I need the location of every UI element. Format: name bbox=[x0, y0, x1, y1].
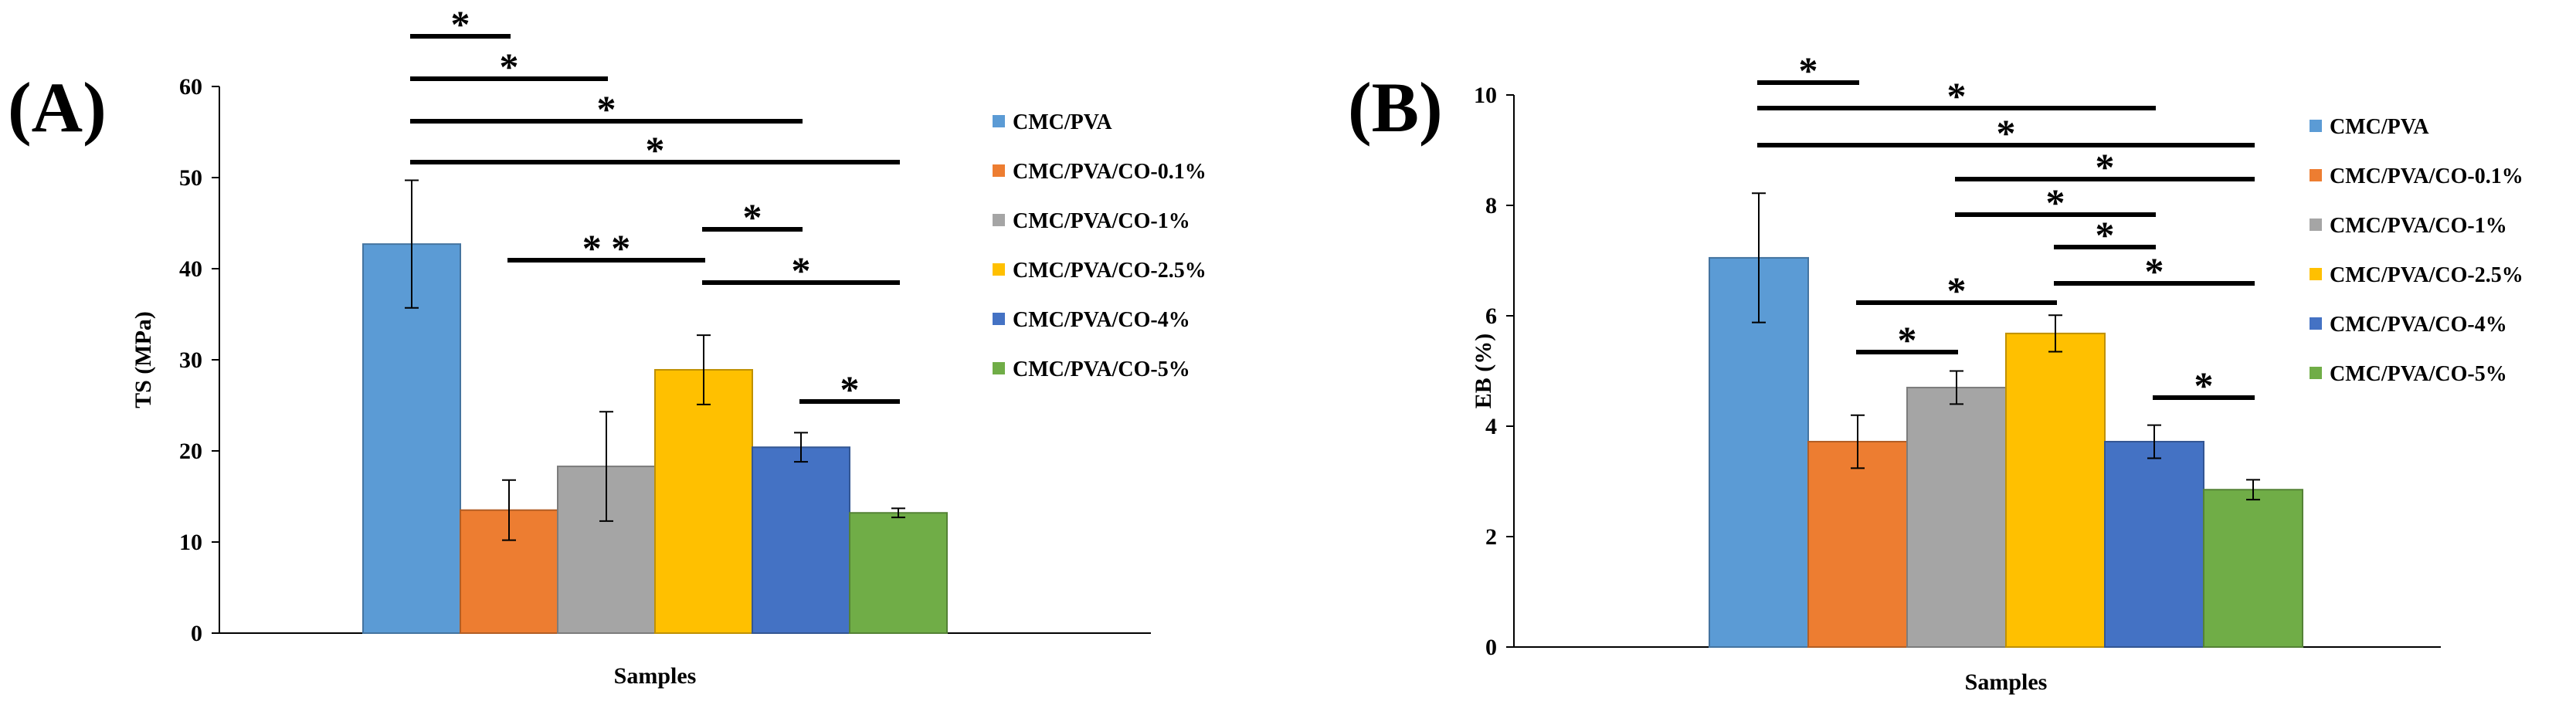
panel-a: (A) 0 10 20 30 40 50 60 TS (MPa) Samples * * * * * * * *… bbox=[8, 2, 1207, 689]
y-tick-label: 10 bbox=[179, 530, 202, 555]
bar-1 bbox=[362, 243, 461, 634]
significance-label: * bbox=[2194, 364, 2214, 407]
legend-swatch bbox=[2310, 317, 2322, 330]
legend-label: CMC/PVA/CO-1% bbox=[2330, 214, 2507, 238]
y-tick-label: 10 bbox=[1474, 83, 1497, 108]
y-tick-label: 0 bbox=[191, 621, 202, 646]
y-tick-label: 50 bbox=[179, 165, 202, 191]
significance-label: * bbox=[597, 87, 616, 130]
significance-label: * bbox=[646, 128, 665, 171]
legend-label: CMC/PVA/CO-4% bbox=[2330, 313, 2507, 337]
significance-label: * bbox=[743, 195, 762, 239]
panel-label: (B) bbox=[1348, 68, 1443, 147]
legend-label: CMC/PVA/CO-5% bbox=[1013, 357, 1190, 381]
bar-5 bbox=[752, 446, 850, 635]
panel-label: (A) bbox=[8, 68, 107, 147]
legend-label: CMC/PVA/CO-5% bbox=[2330, 362, 2507, 386]
legend-label: CMC/PVA/CO-0.1% bbox=[1013, 160, 1207, 184]
legend-label: CMC/PVA bbox=[1013, 110, 1112, 134]
significance-label: * * bbox=[582, 226, 631, 269]
significance-label: * bbox=[1947, 74, 1967, 117]
legend-swatch bbox=[2310, 169, 2322, 181]
y-tick-label: 40 bbox=[179, 256, 202, 282]
y-tick-label: 20 bbox=[179, 439, 202, 464]
significance-label: * bbox=[1799, 49, 1818, 92]
y-tick-label: 6 bbox=[1485, 303, 1497, 329]
significance-label: * bbox=[500, 45, 519, 88]
significance-label: * bbox=[792, 249, 811, 292]
significance-label: * bbox=[2145, 249, 2164, 293]
legend-swatch bbox=[2310, 120, 2322, 132]
legend-label: CMC/PVA/CO-4% bbox=[1013, 308, 1190, 332]
legend-label: CMC/PVA bbox=[2330, 115, 2429, 139]
y-tick-label: 4 bbox=[1485, 414, 1497, 439]
significance-label: * bbox=[2096, 213, 2115, 256]
legend-swatch bbox=[993, 263, 1005, 276]
significance-label: * bbox=[840, 368, 860, 411]
y-tick-label: 8 bbox=[1485, 193, 1497, 219]
legend-swatch bbox=[2310, 268, 2322, 280]
bar-3 bbox=[1906, 386, 2007, 648]
panel-b: (B) 0 2 4 6 8 10 EB (%) Samples * * * * * * * * * * CMC/PVA… bbox=[1348, 49, 2523, 695]
significance-label: * bbox=[2046, 181, 2065, 224]
legend-swatch bbox=[993, 164, 1005, 177]
legend-swatch bbox=[993, 313, 1005, 325]
bar-4 bbox=[2005, 332, 2106, 648]
y-axis-title: EB (%) bbox=[1471, 334, 1496, 409]
significance-label: * bbox=[2096, 145, 2115, 188]
y-tick-label: 0 bbox=[1485, 635, 1497, 660]
legend-swatch bbox=[2310, 367, 2322, 379]
legend-label: CMC/PVA/CO-0.1% bbox=[2330, 164, 2523, 188]
legend-swatch bbox=[993, 214, 1005, 226]
bar-5 bbox=[2104, 441, 2204, 649]
y-axis-title: TS (MPa) bbox=[131, 311, 156, 408]
bar-6 bbox=[849, 512, 948, 634]
x-axis-title: Samples bbox=[1965, 669, 2048, 695]
legend-swatch bbox=[993, 362, 1005, 374]
legend-label: CMC/PVA/CO-2.5% bbox=[2330, 263, 2523, 287]
legend-label: CMC/PVA/CO-1% bbox=[1013, 209, 1190, 233]
bar-4 bbox=[654, 368, 753, 634]
significance-label: * bbox=[1997, 111, 2016, 154]
y-tick-label: 2 bbox=[1485, 524, 1497, 550]
legend-swatch bbox=[993, 115, 1005, 127]
legend-swatch bbox=[2310, 219, 2322, 231]
x-axis-title: Samples bbox=[614, 663, 697, 689]
y-tick-label: 60 bbox=[179, 74, 202, 100]
bar-6 bbox=[2203, 489, 2303, 648]
y-tick-label: 30 bbox=[179, 347, 202, 373]
significance-label: * bbox=[1898, 318, 1917, 361]
bar-2 bbox=[1807, 441, 1908, 649]
significance-label: * bbox=[451, 2, 470, 46]
significance-label: * bbox=[1947, 269, 1967, 312]
legend-label: CMC/PVA/CO-2.5% bbox=[1013, 259, 1207, 283]
